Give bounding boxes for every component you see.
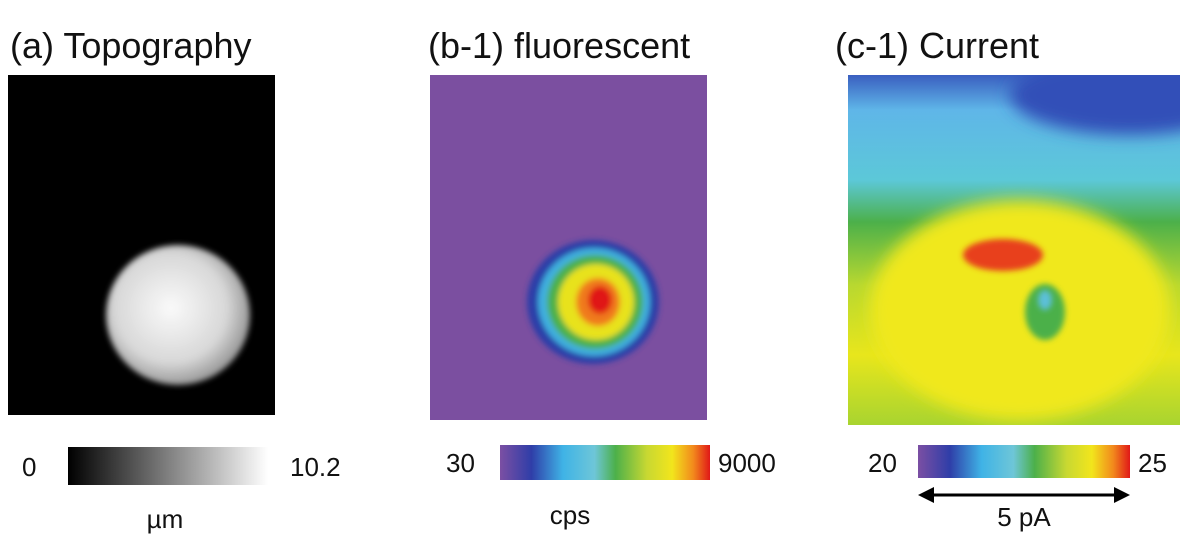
current-image xyxy=(848,75,1180,425)
scale-max: 9000 xyxy=(718,448,776,478)
scale-max: 10.2 xyxy=(290,452,341,482)
unit: cps xyxy=(550,500,590,530)
panel-title: (b-1) fluorescent xyxy=(428,25,690,66)
scale-min: 20 xyxy=(868,448,897,478)
fluorescent-spot xyxy=(527,240,659,364)
scale-min: 30 xyxy=(446,448,475,478)
panel-title: (a) Topography xyxy=(10,25,252,66)
colorbar xyxy=(500,445,710,480)
unit: 5 pA xyxy=(997,502,1051,532)
panel-title: (c-1) Current xyxy=(835,25,1039,66)
particle xyxy=(106,245,250,385)
colorbar xyxy=(68,447,268,485)
scale-arrow xyxy=(918,487,1130,503)
scale-min: 0 xyxy=(22,452,36,482)
scale-max: 25 xyxy=(1138,448,1167,478)
unit: µm xyxy=(147,504,184,534)
colorbar xyxy=(918,445,1130,478)
